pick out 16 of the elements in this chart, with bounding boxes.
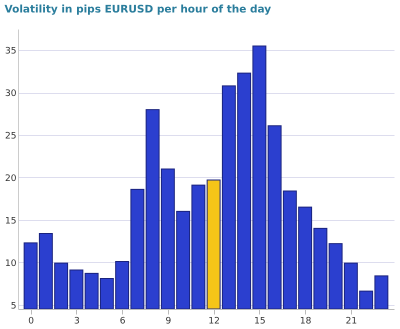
y-tick-label: 20 [5, 174, 17, 184]
y-tick-label: 5 [10, 301, 16, 312]
x-tick-label: 6 [120, 316, 126, 326]
y-tick-label: 25 [5, 132, 16, 142]
y-tick-label: 15 [5, 216, 16, 226]
x-tick-label: 18 [300, 316, 312, 326]
y-tick-label: 10 [5, 258, 17, 269]
x-tick-label: 12 [208, 316, 220, 326]
x-tick-label: 15 [254, 316, 266, 326]
x-tick-label: 0 [28, 316, 34, 326]
x-tick-label: 3 [74, 316, 80, 326]
y-tick-label: 35 [5, 46, 16, 57]
x-tick-label: 9 [166, 316, 172, 326]
x-tick-label: 21 [346, 316, 358, 326]
y-tick-label: 30 [5, 89, 17, 100]
chart-title: Volatility in pips EURUSD per hour of the day [4, 4, 272, 16]
